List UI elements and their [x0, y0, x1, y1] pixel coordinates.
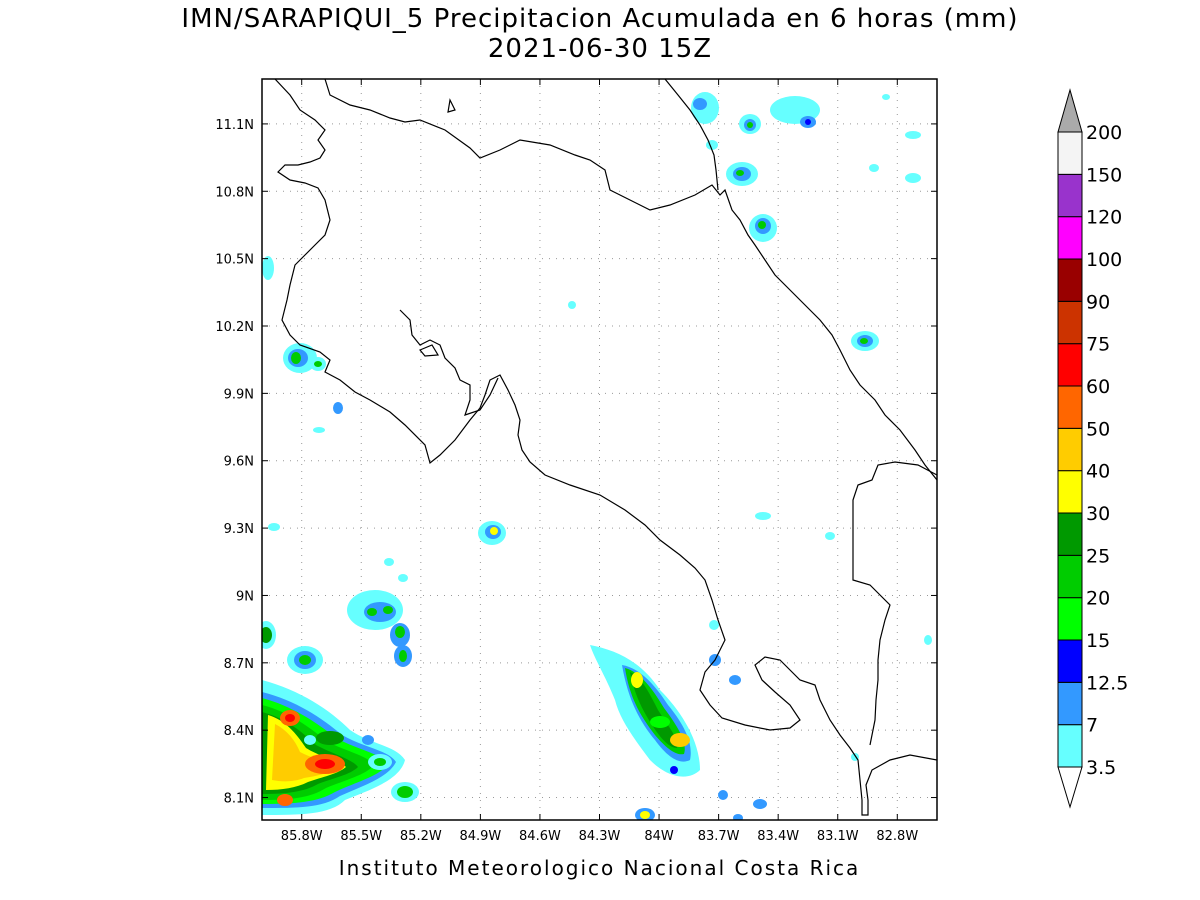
- pacific-coastline: [274, 79, 937, 816]
- coastlines-borders: [274, 79, 937, 816]
- colorbar-label: 12.5: [1086, 672, 1128, 694]
- lat-tick-label: 9.3N: [224, 522, 254, 537]
- lon-tick-label: 85.8W: [281, 829, 323, 844]
- lat-tick-label: 8.4N: [224, 724, 254, 739]
- lat-tick-label: 8.7N: [224, 657, 254, 672]
- caribbean-coast-and-nicaragua-border: [324, 79, 937, 481]
- colorbar-label: 120: [1086, 207, 1122, 229]
- colorbar-label: 150: [1086, 164, 1122, 186]
- lat-tick-label: 9.9N: [224, 387, 254, 402]
- panama-border: [852, 461, 937, 746]
- map-background: [262, 79, 937, 820]
- rain-cells-northeast: [568, 92, 932, 761]
- colorbar-label: 40: [1086, 461, 1110, 483]
- lat-tick-label: 9.6N: [224, 455, 254, 470]
- colorbar-swatch: [1057, 427, 1083, 472]
- colorbar-label: 15: [1086, 630, 1110, 652]
- precipitation-field: [262, 92, 932, 820]
- lon-tick-label: 85.5W: [340, 829, 382, 844]
- nicoya-gulf-coast: [399, 309, 499, 416]
- footer-credit: Instituto Meteorologico Nacional Costa R…: [338, 856, 861, 880]
- colorbar-swatch: [1057, 131, 1083, 175]
- latitude-axis: 11.1N 10.8N 10.5N 10.2N 9.9N 9.6N 9.3N 9N 8.7N 8.…: [215, 118, 937, 807]
- map-subtitle-date: 2021-06-30 15Z: [487, 34, 713, 64]
- colorbar-swatch: [1057, 724, 1083, 768]
- lat-tick-label: 11.1N: [215, 118, 254, 133]
- rain-cell-central: [478, 521, 506, 545]
- rain-cell-southwest-large: [262, 680, 419, 815]
- lon-tick-label: 85.2W: [400, 829, 442, 844]
- colorbar-overflow-triangle: [1057, 88, 1083, 133]
- colorbar-label: 60: [1086, 376, 1110, 398]
- colorbar-swatch: [1057, 681, 1083, 726]
- lon-tick-label: 84W: [644, 829, 674, 844]
- colorbar-label: 100: [1086, 249, 1122, 271]
- colorbar-swatch: [1057, 258, 1083, 302]
- colorbar-legend: 3.5 7 12.5 15 20 25 30 40 50 60 75 90 100 120 150 200: [1057, 88, 1128, 809]
- lon-tick-label: 84.3W: [579, 829, 621, 844]
- island-north: [447, 98, 456, 113]
- rain-cell-southeast-band: [590, 620, 767, 820]
- lat-tick-label: 8.1N: [224, 792, 254, 807]
- colorbar-label: 3.5: [1086, 757, 1116, 779]
- colorbar-label: 90: [1086, 291, 1110, 313]
- colorbar-swatch: [1057, 343, 1083, 387]
- gulf-island: [419, 344, 440, 357]
- colorbar-swatch: [1057, 385, 1083, 429]
- lon-tick-label: 83.1W: [817, 829, 859, 844]
- longitude-axis: 85.8W 85.5W 85.2W 84.9W 84.6W 84.3W 84W 83.7W 83…: [281, 79, 918, 844]
- rain-cells-west: [262, 256, 412, 674]
- lon-tick-label: 84.6W: [519, 829, 561, 844]
- colorbar-swatch: [1057, 470, 1083, 514]
- colorbar-label: 30: [1086, 503, 1110, 525]
- colorbar-label: 200: [1086, 122, 1122, 144]
- colorbar-swatch: [1057, 300, 1083, 345]
- caribbean-coastline-north: [664, 79, 719, 191]
- lat-tick-label: 9N: [236, 589, 254, 604]
- lon-tick-label: 83.4W: [757, 829, 799, 844]
- colorbar-label: 7: [1086, 715, 1098, 737]
- lat-tick-label: 10.8N: [215, 185, 254, 200]
- colorbar-swatch: [1057, 639, 1083, 683]
- colorbar-swatch: [1057, 173, 1083, 218]
- colorbar-label: 75: [1086, 334, 1110, 356]
- lat-tick-label: 10.5N: [215, 253, 254, 268]
- lat-tick-label: 10.2N: [215, 320, 254, 335]
- colorbar-underflow-triangle: [1057, 766, 1083, 809]
- lon-tick-label: 84.9W: [459, 829, 501, 844]
- lon-tick-label: 82.8W: [876, 829, 918, 844]
- lon-tick-label: 83.7W: [698, 829, 740, 844]
- colorbar-label: 20: [1086, 588, 1110, 610]
- map-title: IMN/SARAPIQUI_5 Precipitacion Acumulada …: [181, 4, 1019, 34]
- colorbar-label: 25: [1086, 545, 1110, 567]
- colorbar-swatch: [1057, 512, 1083, 556]
- colorbar-label: 50: [1086, 418, 1110, 440]
- colorbar-swatch: [1057, 216, 1083, 260]
- colorbar-swatch: [1057, 597, 1083, 641]
- colorbar-swatch: [1057, 554, 1083, 599]
